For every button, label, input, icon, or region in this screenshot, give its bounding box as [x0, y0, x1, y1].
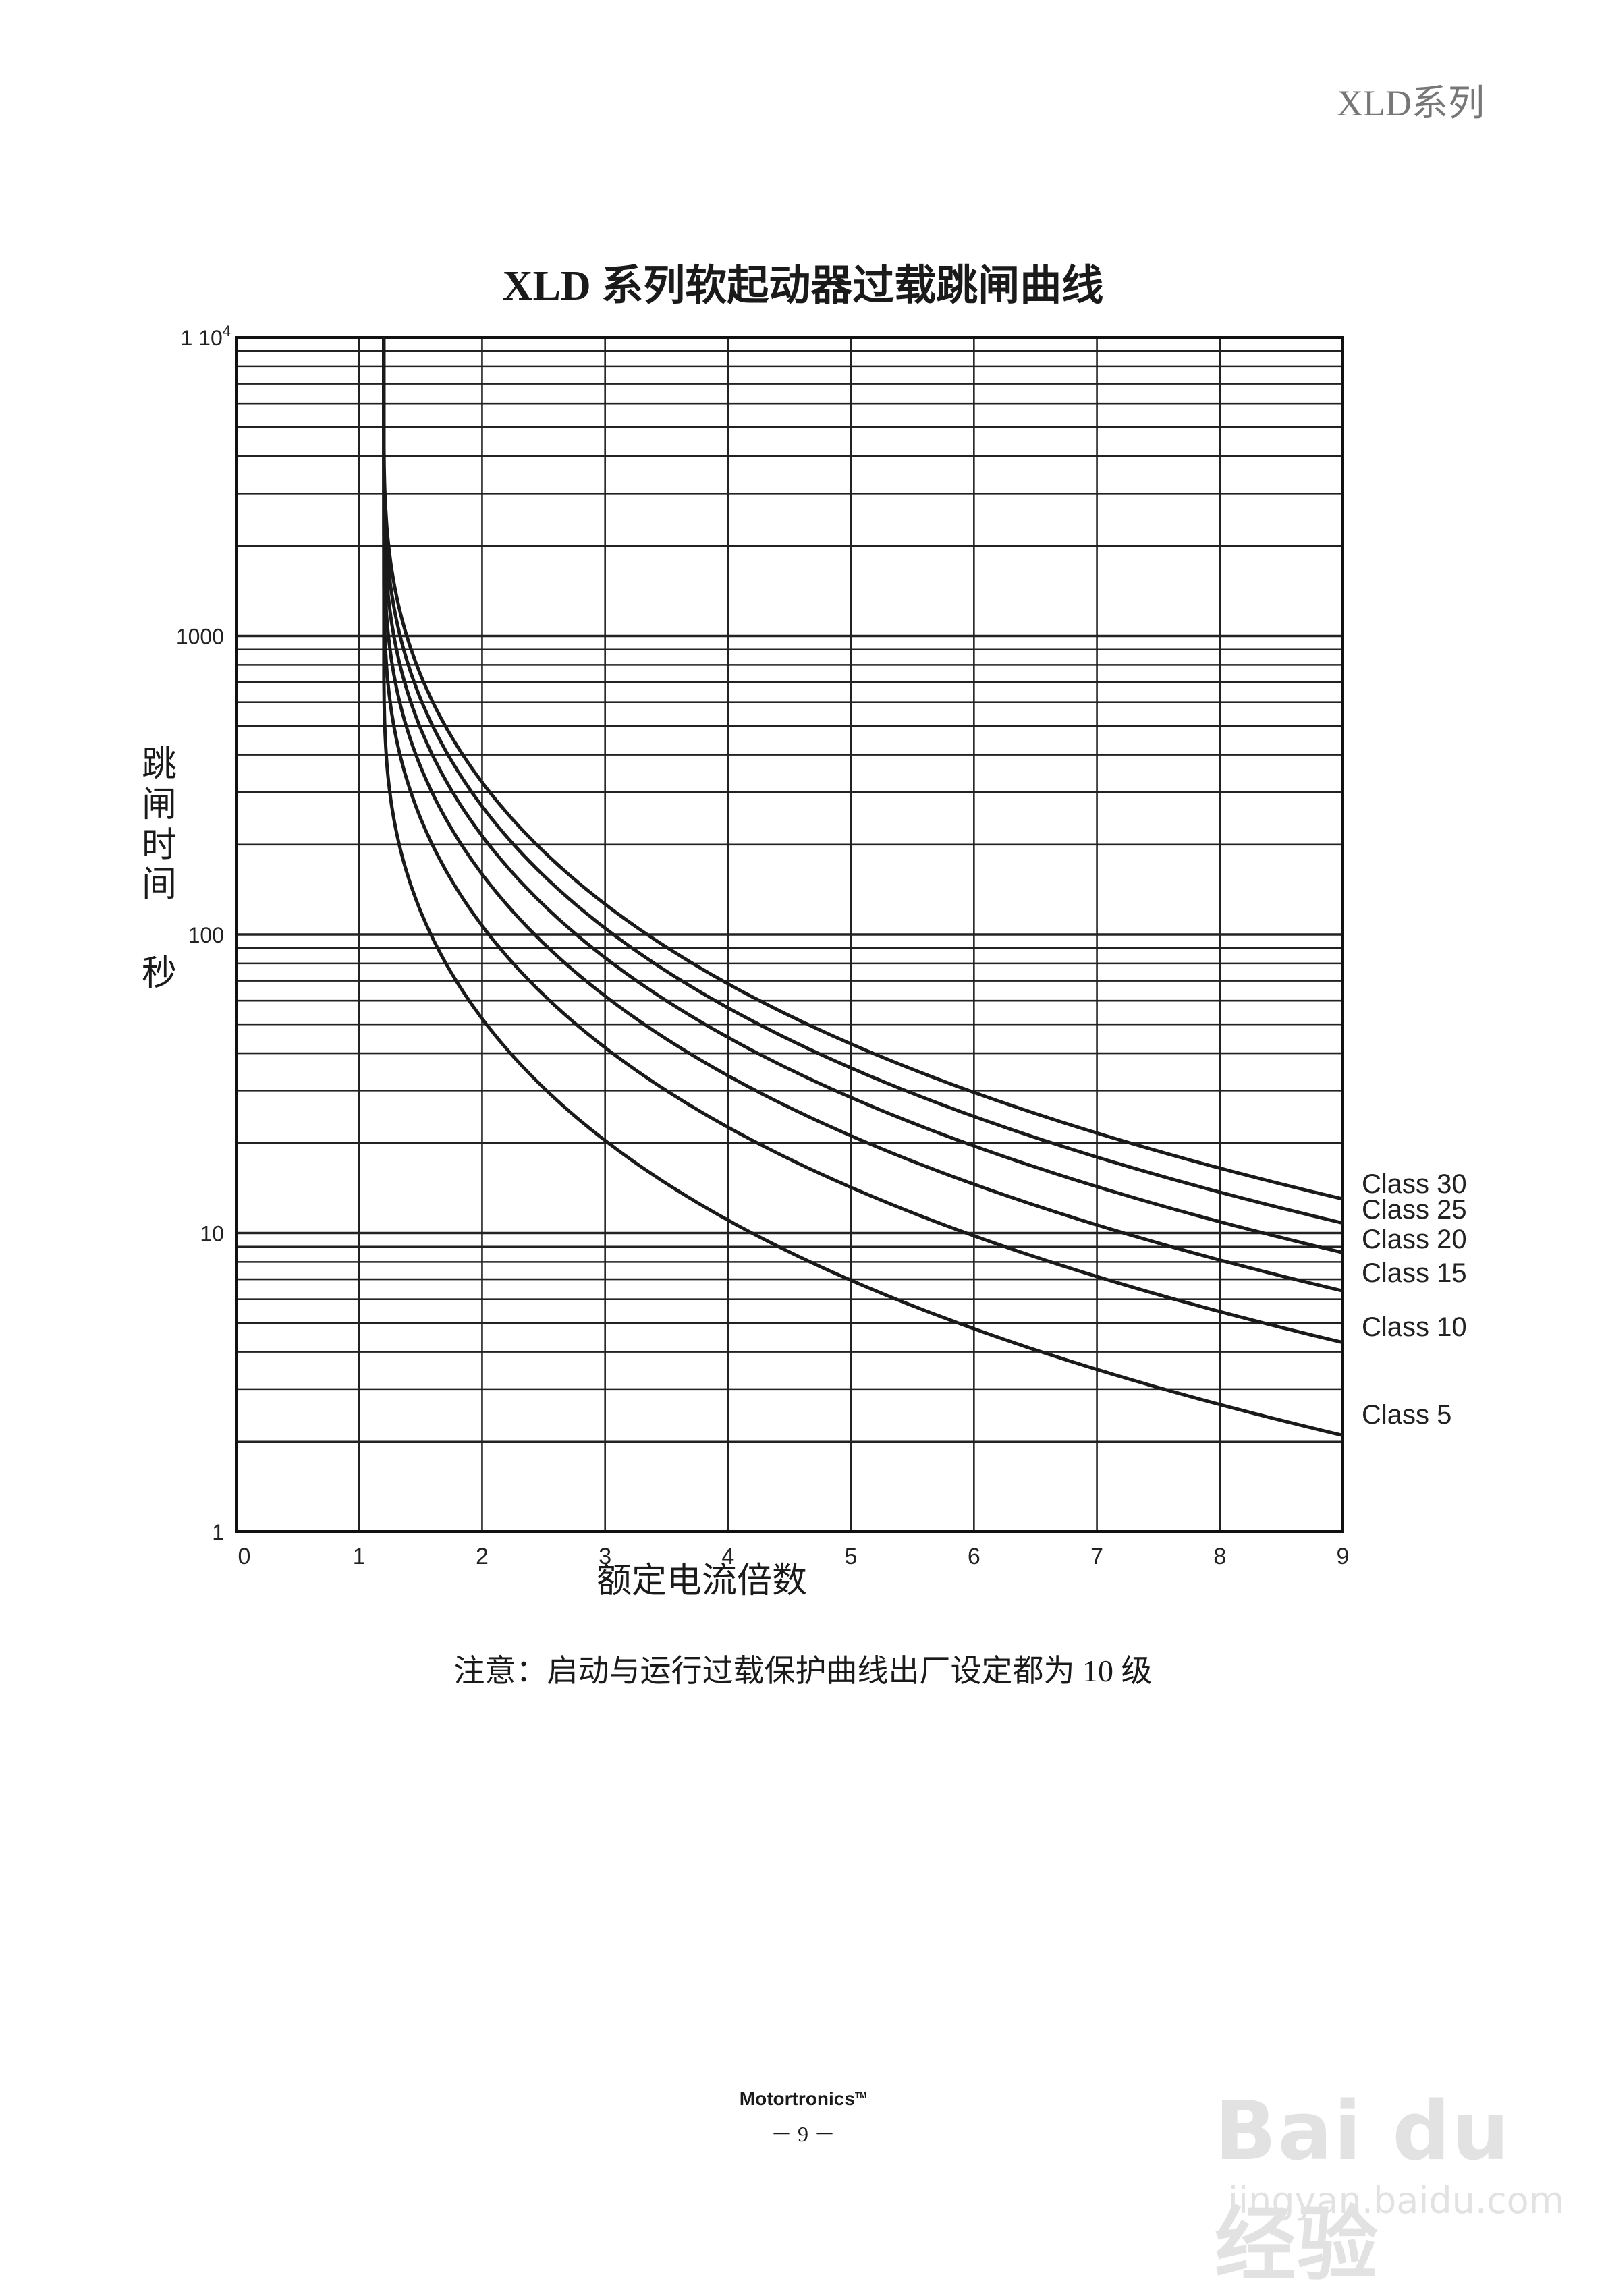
watermark-url: jingyan.baidu.com [1228, 2179, 1565, 2222]
page-number: － 9 － [770, 2122, 835, 2146]
x-tick-label: 5 [845, 1544, 858, 1569]
x-tick-label: 0 [238, 1544, 251, 1569]
x-tick-labels: 0 1 2 3 4 5 6 7 8 9 [238, 1544, 1350, 1569]
footer-brand: MotortronicsTM [0, 2088, 1606, 2110]
y-tick-labels: 1 104 1000 100 10 1 [176, 323, 231, 1544]
x-tick-label: 6 [968, 1544, 980, 1569]
y-axis-label-char: 间 [142, 864, 177, 905]
x-tick-label: 3 [599, 1544, 611, 1569]
brand-name: Motortronics [739, 2088, 855, 2109]
y-tick-label: 1 [212, 1520, 224, 1544]
plot-border [235, 336, 1344, 1533]
x-tick-label: 8 [1213, 1544, 1226, 1569]
series-label: Class 10 [1362, 1312, 1467, 1342]
note-text: 注意：启动与运行过载保护曲线出厂设定都为 10 级 [453, 1654, 1153, 1688]
series-label: Class 20 [1362, 1225, 1467, 1254]
curve-class-20 [382, 337, 1344, 1254]
series-label: Class 25 [1362, 1195, 1467, 1225]
x-axis-label: 额定电流倍数 [597, 1561, 807, 1601]
curve-class-15 [382, 337, 1344, 1293]
watermark-logo: Bai du 经验 [1215, 2085, 1511, 2292]
x-tick-label: 4 [721, 1544, 734, 1569]
x-tick-label: 2 [476, 1544, 489, 1569]
y-tick-label: 1 104 [180, 323, 231, 350]
baidu-watermark: Bai du 经验 jingyan.baidu.com [1201, 2044, 1564, 2292]
series-label: Class 5 [1362, 1400, 1451, 1430]
x-tick-label: 1 [353, 1544, 366, 1569]
y-axis-label-char: 跳 [142, 744, 177, 785]
curve-class-25 [382, 337, 1344, 1225]
grid-layer [236, 337, 1343, 1533]
series-label: Class 15 [1362, 1258, 1467, 1288]
trademark: TM [854, 2090, 867, 2100]
plot-frame [235, 336, 1344, 1533]
y-tick-label: 1000 [176, 625, 224, 649]
y-axis-label-char: 时 [142, 825, 177, 866]
y-axis-label-char: 秒 [142, 953, 177, 994]
x-tick-label: 7 [1090, 1544, 1103, 1569]
curve-layer [382, 337, 1344, 1437]
x-tick-label: 9 [1337, 1544, 1350, 1569]
y-tick-label: 100 [188, 923, 224, 947]
chart-title: XLD 系列软起动器过载跳闸曲线 [502, 263, 1104, 309]
series-label: Class 30 [1362, 1169, 1467, 1199]
curve-class-5 [382, 337, 1344, 1437]
curve-class-10 [382, 337, 1344, 1345]
series-header: XLD系列 [1337, 83, 1485, 123]
curve-class-30 [382, 337, 1344, 1201]
y-axis-label-char: 闸 [142, 785, 177, 825]
y-tick-label: 10 [200, 1222, 224, 1246]
